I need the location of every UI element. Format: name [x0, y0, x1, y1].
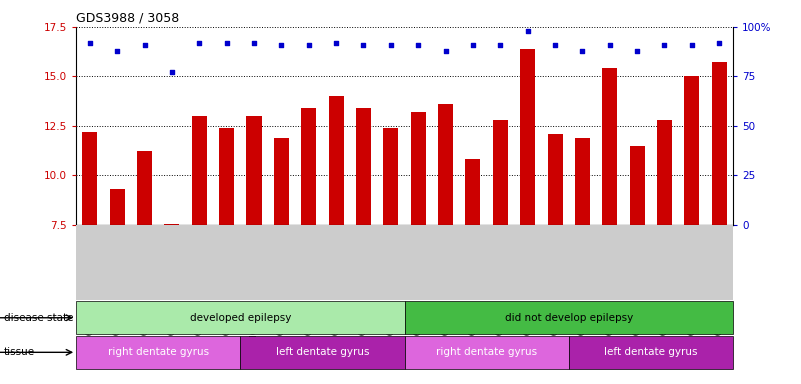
- Text: GDS3988 / 3058: GDS3988 / 3058: [76, 11, 179, 24]
- Point: [302, 41, 315, 48]
- Point: [330, 40, 343, 46]
- Bar: [405, 336, 569, 369]
- Bar: [569, 336, 733, 369]
- Bar: [520, 49, 535, 225]
- Point: [138, 41, 151, 48]
- Bar: [274, 137, 289, 225]
- Bar: [657, 120, 672, 225]
- Point: [576, 48, 589, 54]
- Text: disease state: disease state: [4, 313, 74, 323]
- Bar: [575, 137, 590, 225]
- Point: [83, 40, 96, 46]
- Text: right dentate gyrus: right dentate gyrus: [107, 347, 209, 358]
- Bar: [602, 68, 618, 225]
- Bar: [76, 336, 240, 369]
- Text: tissue: tissue: [4, 347, 35, 358]
- Bar: [411, 112, 425, 225]
- Point: [658, 41, 671, 48]
- Bar: [712, 63, 727, 225]
- Bar: [548, 134, 562, 225]
- Bar: [465, 159, 481, 225]
- Point: [521, 28, 534, 34]
- Bar: [301, 108, 316, 225]
- Point: [166, 69, 179, 75]
- Text: left dentate gyrus: left dentate gyrus: [276, 347, 369, 358]
- Text: right dentate gyrus: right dentate gyrus: [436, 347, 537, 358]
- Point: [357, 41, 370, 48]
- Point: [275, 41, 288, 48]
- Bar: [630, 146, 645, 225]
- Bar: [247, 116, 261, 225]
- Point: [193, 40, 206, 46]
- Point: [439, 48, 452, 54]
- Bar: [191, 116, 207, 225]
- Point: [494, 41, 507, 48]
- Point: [384, 41, 397, 48]
- Bar: [76, 301, 405, 334]
- Point: [248, 40, 260, 46]
- Text: did not develop epilepsy: did not develop epilepsy: [505, 313, 633, 323]
- Point: [603, 41, 616, 48]
- Text: developed epilepsy: developed epilepsy: [190, 313, 291, 323]
- Point: [466, 41, 479, 48]
- Text: left dentate gyrus: left dentate gyrus: [604, 347, 698, 358]
- Point: [630, 48, 643, 54]
- Bar: [356, 108, 371, 225]
- Point: [220, 40, 233, 46]
- Bar: [137, 151, 152, 225]
- Bar: [219, 128, 234, 225]
- Bar: [438, 104, 453, 225]
- Bar: [384, 128, 398, 225]
- Bar: [110, 189, 125, 225]
- Point: [713, 40, 726, 46]
- Bar: [684, 76, 699, 225]
- Point: [549, 41, 562, 48]
- Bar: [493, 120, 508, 225]
- Bar: [164, 224, 179, 225]
- Point: [111, 48, 123, 54]
- Bar: [240, 336, 405, 369]
- Bar: [328, 96, 344, 225]
- Point: [412, 41, 425, 48]
- Bar: [405, 301, 733, 334]
- Point: [686, 41, 698, 48]
- Bar: [83, 132, 97, 225]
